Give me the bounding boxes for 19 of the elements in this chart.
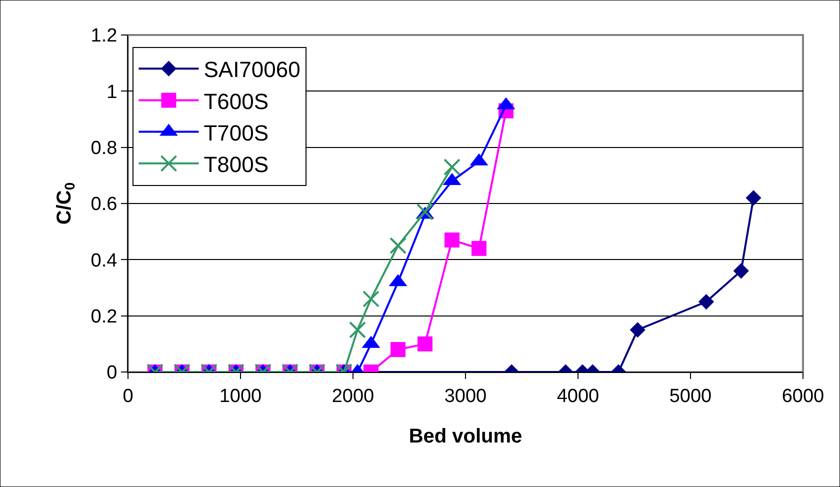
legend-label: SAI70060 bbox=[204, 57, 300, 82]
y-tick-label: 0 bbox=[106, 362, 118, 384]
y-tick-label: 0.2 bbox=[90, 306, 118, 328]
legend-label: T600S bbox=[204, 88, 269, 114]
y-tick-label: 0.8 bbox=[90, 138, 118, 159]
legend-label: T800S bbox=[204, 152, 269, 177]
x-tick-label: 4000 bbox=[556, 386, 600, 407]
y-tick-label: 0.6 bbox=[90, 194, 118, 216]
x-tick-label: 6000 bbox=[782, 386, 824, 407]
legend-label: T700S bbox=[204, 120, 269, 146]
x-tick-label: 5000 bbox=[669, 386, 712, 407]
x-tick-label: 0 bbox=[122, 386, 134, 407]
y-tick-label: 1.2 bbox=[90, 26, 118, 47]
y-tick-label: 0.4 bbox=[90, 250, 118, 272]
y-tick-label: 1 bbox=[106, 82, 118, 103]
x-axis-title: Bed volume bbox=[408, 425, 522, 448]
x-tick-label: 3000 bbox=[444, 386, 487, 407]
x-tick-label: 1000 bbox=[219, 386, 262, 407]
x-tick-label: 2000 bbox=[332, 386, 374, 407]
